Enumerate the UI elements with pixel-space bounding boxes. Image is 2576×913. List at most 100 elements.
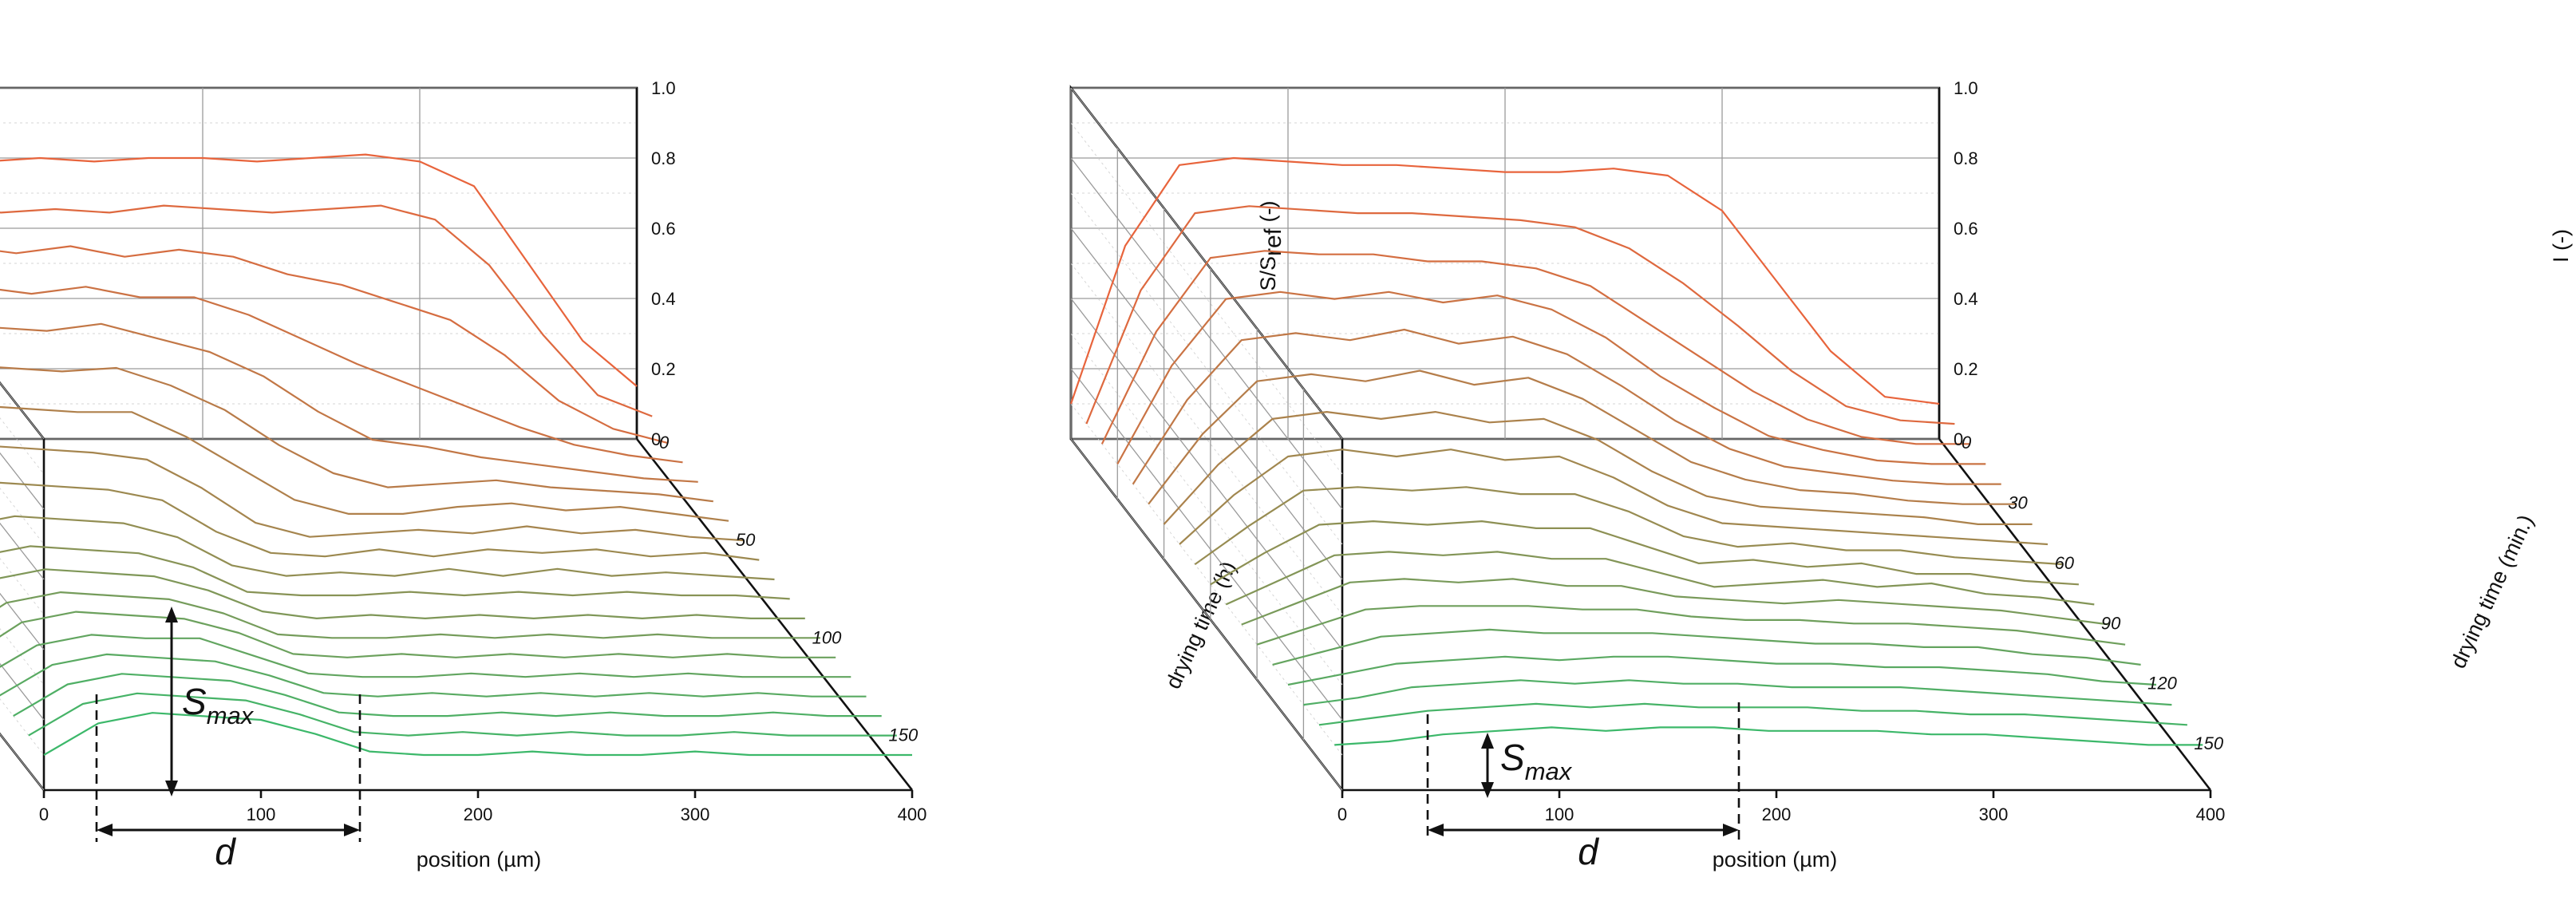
smax-label-main: S	[1500, 737, 1525, 778]
z-tick-label: 1.0	[1954, 78, 1978, 98]
smax-arrow-head-bottom	[165, 781, 178, 796]
y-axis-line	[635, 438, 914, 791]
smax-label: Smax	[182, 681, 255, 729]
axis-walls	[1069, 85, 2212, 793]
z-tick-label: 0.8	[651, 148, 676, 168]
x-tick-label: 300	[1979, 804, 2009, 824]
y-axis-label: drying time (h)	[1161, 558, 1241, 693]
d-arrow-head-left	[1428, 824, 1444, 836]
annotations: Smax d	[1426, 702, 1740, 872]
x-tick-label: 100	[247, 804, 276, 824]
series-line-t150	[0, 653, 867, 698]
series-line-t120	[1256, 605, 2126, 646]
series-line-t140	[0, 634, 851, 678]
series-line-t120	[0, 591, 820, 639]
series-line-t20	[1100, 250, 1970, 445]
side-grid-h	[1070, 403, 1343, 756]
y-tick-label: 150	[2194, 733, 2223, 753]
series-line-t130	[0, 611, 836, 658]
smax-label: Smax	[1500, 737, 1573, 785]
series-line-t80	[1194, 486, 2064, 566]
y-tick-label: 0	[1962, 433, 1972, 453]
smax-arrow-head-top	[1481, 733, 1494, 749]
d-arrow-head-right	[1723, 824, 1739, 836]
smax-label-sub: max	[207, 702, 255, 729]
series-line-t150	[1303, 679, 2172, 706]
series-line-t110	[0, 568, 805, 620]
series-line-t110	[1241, 578, 2110, 626]
z-axis-label-main: S/S	[1256, 256, 1280, 291]
side-grid-h	[0, 662, 45, 721]
axis-walls	[0, 86, 914, 793]
series-line-t40	[0, 322, 698, 483]
series-line-t180	[43, 712, 912, 757]
series-line-t0	[1069, 156, 1940, 405]
smax-arrow-head-bottom	[1481, 782, 1494, 798]
series-line-t60	[0, 405, 729, 522]
y-axis-label: drying time (min.)	[2446, 511, 2538, 672]
side-grid-h	[0, 733, 45, 791]
z-tick-label: 0.6	[1954, 219, 1978, 239]
tick-labels: 0 100 200 300 400 0 0.2 0.4 0.6 0.8 1.0 0 50 100 150	[39, 78, 926, 824]
y-tick-label: 50	[736, 530, 756, 550]
annotations: Smax d	[95, 607, 362, 872]
x-tick-label: 400	[2196, 804, 2226, 824]
x-tick-label: 200	[464, 804, 493, 824]
y-tick-label: 120	[2147, 674, 2177, 694]
smax-arrow-head-top	[165, 607, 178, 622]
z-axis-label-suffix: (-)	[1256, 200, 1280, 227]
smax-label-sub: max	[1525, 757, 1573, 785]
d-label: d	[1578, 831, 1599, 872]
y-tick-label: 30	[2008, 492, 2028, 512]
d-label: d	[215, 831, 236, 872]
y-tick-label: 60	[2055, 553, 2075, 573]
z-tick-label: 0	[651, 429, 661, 449]
y-axis-line	[1938, 438, 2212, 791]
z-tick-label: 0.6	[651, 219, 676, 239]
z-tick-label: 1.0	[651, 78, 676, 98]
d-arrow-head-right	[344, 824, 360, 836]
z-tick-label: 0.8	[1954, 148, 1978, 168]
side-grid-h	[1070, 157, 1343, 510]
x-axis-label: position (µm)	[417, 848, 542, 872]
z-tick-label: 0.2	[1954, 359, 1978, 379]
smax-label-main: S	[182, 681, 207, 722]
x-tick-label: 300	[681, 804, 710, 824]
series-line-t50	[1148, 370, 2017, 505]
x-tick-label: 400	[898, 804, 927, 824]
series-line-t0	[0, 153, 638, 387]
x-tick-label: 0	[39, 804, 49, 824]
series-line-t170	[1334, 726, 2203, 746]
series-lines	[0, 153, 912, 757]
series-line-t30	[0, 286, 683, 464]
series-line-t10	[1085, 205, 1955, 425]
series-line-t160	[13, 673, 882, 717]
series-line-t40	[1132, 328, 2001, 485]
series-line-t10	[0, 204, 653, 417]
series-line-t60	[1163, 410, 2033, 526]
series-lines	[1069, 156, 2203, 746]
side-grid-h	[1070, 438, 1343, 791]
side-grid-h	[1070, 333, 1343, 686]
d-arrow-head-left	[97, 824, 113, 836]
tick-labels: 0 100 200 300 400 0 0.2 0.4 0.6 0.8 1.0 0 30 60 90 120 1…	[1337, 78, 2225, 824]
series-line-t50	[0, 366, 713, 503]
z-tick-label: 0	[1954, 429, 1963, 449]
z-tick-label: 0.4	[1954, 289, 1978, 309]
series-line-t130	[1272, 628, 2141, 666]
series-line-t20	[0, 245, 668, 444]
z-axis-label: I (-)	[2549, 229, 2573, 263]
series-line-t90	[1210, 520, 2079, 586]
series-line-t100	[0, 545, 790, 600]
x-axis-label: position (µm)	[1713, 848, 1838, 872]
series-line-t160	[1318, 702, 2187, 726]
series-line-t30	[1116, 290, 1986, 465]
chart-panel-right: 0 100 200 300 400 0 0.2 0.4 0.6 0.8 1.0 0 30 60 90 120 1…	[1069, 78, 2573, 872]
series-line-t90	[0, 515, 775, 581]
series-line-t70	[0, 445, 745, 542]
chart-panel-left: 0 100 200 300 400 0 0.2 0.4 0.6 0.8 1.0 0 50 100 150 p…	[0, 78, 1286, 872]
series-line-t100	[1225, 551, 2095, 606]
z-tick-label: 0.2	[651, 359, 676, 379]
z-axis-label: S/Sref (-)	[1256, 200, 1286, 290]
